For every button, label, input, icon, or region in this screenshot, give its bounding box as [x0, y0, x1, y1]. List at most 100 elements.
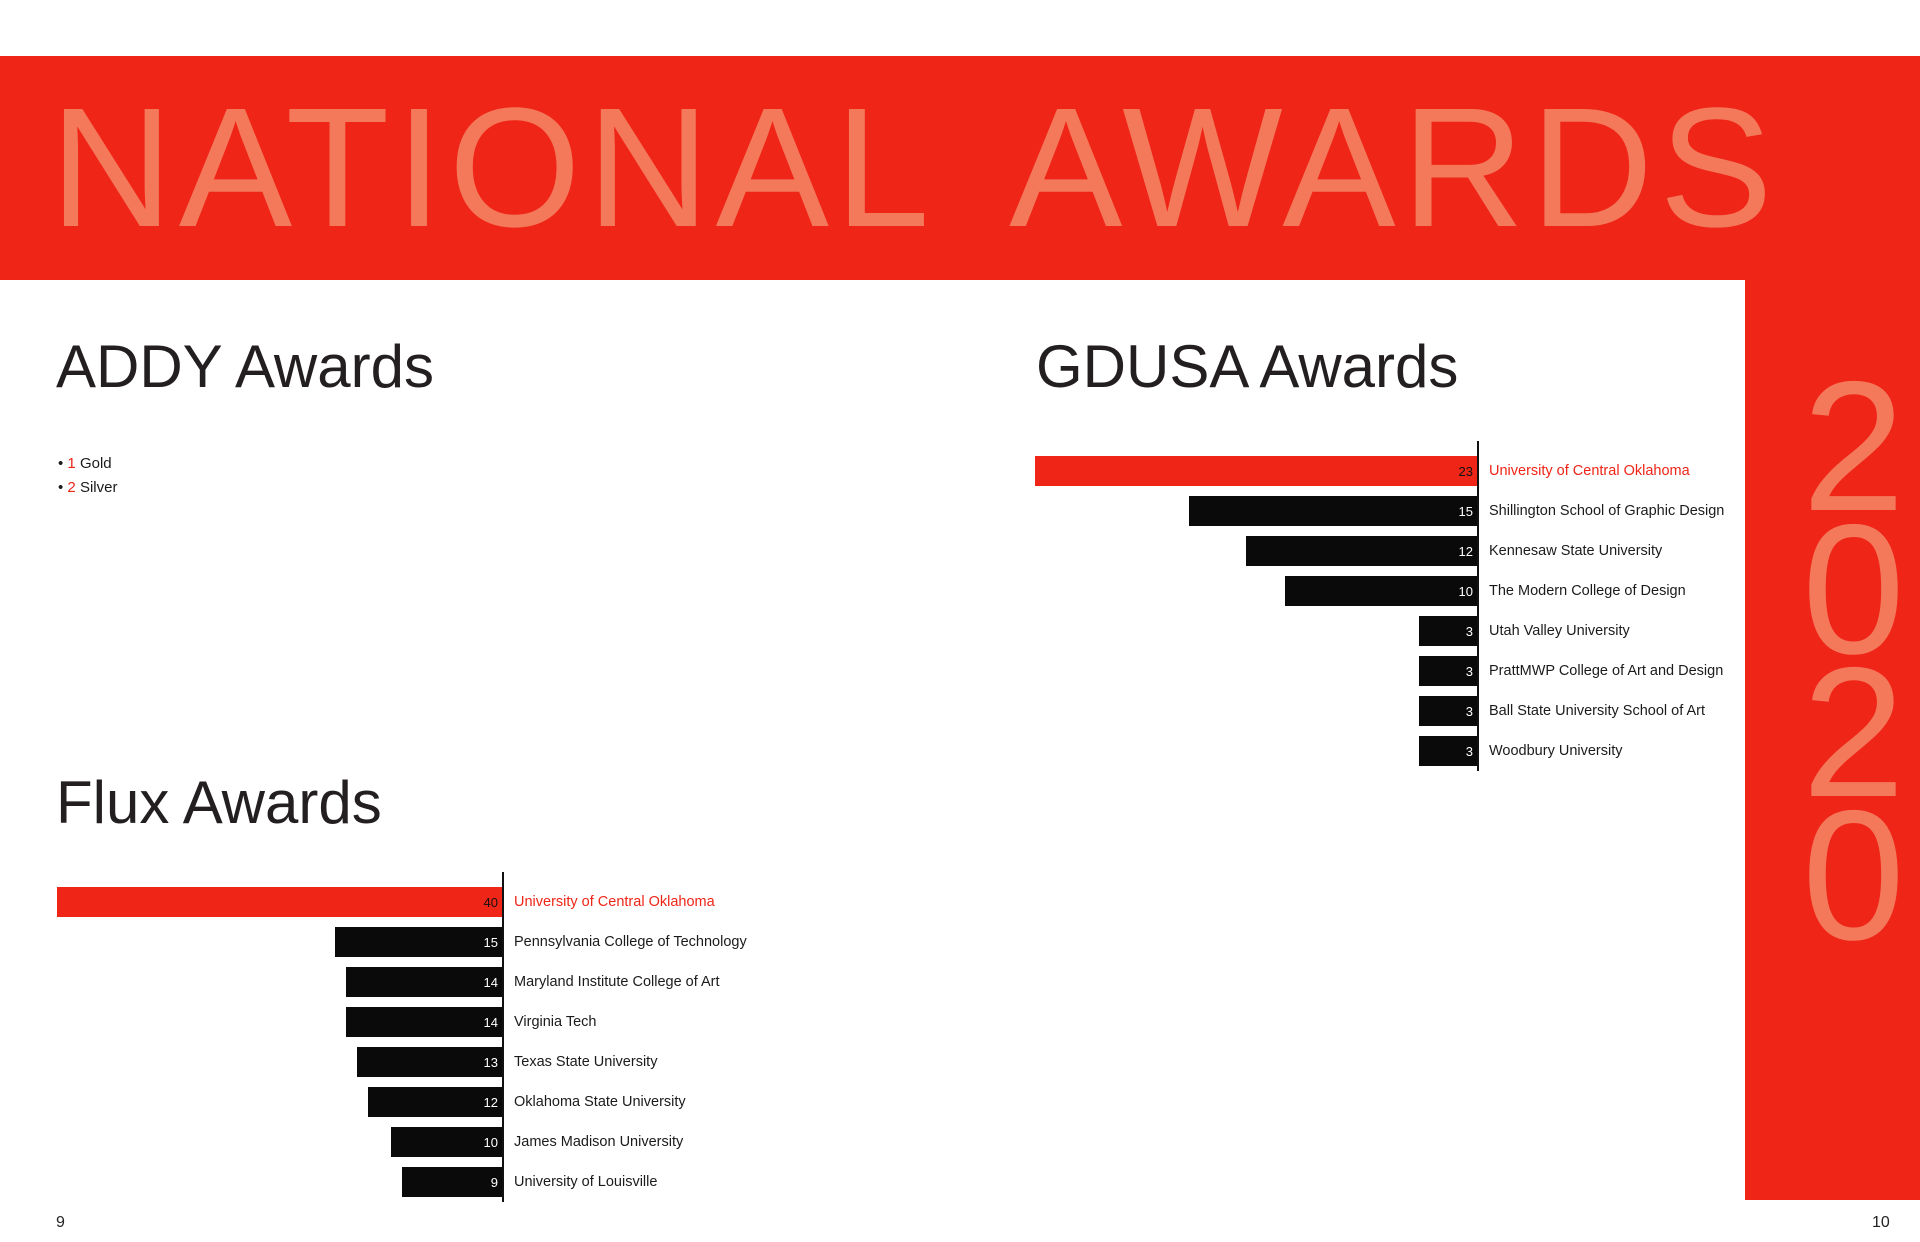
- bar: 14: [346, 967, 502, 997]
- addy-gold-item: 1 Gold: [58, 452, 117, 476]
- bar-value: 12: [483, 1094, 498, 1110]
- chart-row: 13 Texas State University: [57, 1042, 747, 1082]
- bar-label: Texas State University: [514, 1054, 658, 1070]
- bar-value: 10: [1458, 583, 1473, 599]
- bar-value: 3: [1465, 623, 1473, 639]
- bar-area: 14: [57, 1007, 502, 1037]
- bar-label: James Madison University: [514, 1134, 684, 1150]
- chart-row: 3 Woodbury University: [1035, 731, 1724, 771]
- bar-area: 12: [1035, 536, 1477, 566]
- chart-row: 15 Shillington School of Graphic Design: [1035, 491, 1724, 531]
- chart-row: 14 Maryland Institute College of Art: [57, 962, 747, 1002]
- page-number-left: 9: [56, 1214, 65, 1231]
- bar: 23: [1035, 456, 1477, 486]
- bar-value: 3: [1465, 663, 1473, 679]
- bar: 12: [368, 1087, 502, 1117]
- bar-value: 3: [1465, 743, 1473, 759]
- chart-rows: 40 University of Central Oklahoma 15 Pennsy…: [57, 872, 747, 1202]
- chart-row: 12 Kennesaw State University: [1035, 531, 1724, 571]
- year-digit: 2: [1802, 630, 1905, 836]
- bar-label: Pennsylvania College of Technology: [514, 934, 747, 950]
- flux-awards-heading: Flux Awards: [56, 769, 382, 836]
- bar-value: 15: [483, 934, 498, 950]
- bar-label: University of Louisville: [514, 1174, 658, 1190]
- bar-area: 13: [57, 1047, 502, 1077]
- chart-row: 23 University of Central Oklahoma: [1035, 451, 1724, 491]
- chart-row: 40 University of Central Oklahoma: [57, 882, 747, 922]
- silver-count: 2: [67, 479, 76, 496]
- chart-row: 12 Oklahoma State University: [57, 1082, 747, 1122]
- bar: 3: [1419, 616, 1477, 646]
- bar-area: 3: [1035, 736, 1477, 766]
- page-number-right: 10: [1872, 1214, 1890, 1231]
- chart-rows: 23 University of Central Oklahoma 15 Shilli…: [1035, 441, 1724, 771]
- addy-awards-list: 1 Gold 2 Silver: [58, 452, 117, 500]
- bar-value: 3: [1465, 703, 1473, 719]
- bar-area: 12: [57, 1087, 502, 1117]
- bar-area: 23: [1035, 456, 1477, 486]
- chart-row: 3 Ball State University School of Art: [1035, 691, 1724, 731]
- bar-label: Kennesaw State University: [1489, 543, 1663, 559]
- bar: 9: [402, 1167, 502, 1197]
- addy-awards-heading: ADDY Awards: [56, 333, 434, 400]
- bar-area: 3: [1035, 616, 1477, 646]
- bar: 3: [1419, 656, 1477, 686]
- bar-value: 13: [483, 1054, 498, 1070]
- chart-row: 9 University of Louisville: [57, 1162, 747, 1202]
- bar-label: University of Central Oklahoma: [514, 894, 715, 910]
- national-awards-banner: NATIONAL AWARDS: [0, 56, 1920, 280]
- chart-row: 14 Virginia Tech: [57, 1002, 747, 1042]
- bar: 3: [1419, 696, 1477, 726]
- gold-count: 1: [67, 455, 76, 472]
- bar-value: 9: [490, 1174, 498, 1190]
- bar-area: 40: [57, 887, 502, 917]
- bar-label: The Modern College of Design: [1489, 583, 1686, 599]
- bar-value: 10: [483, 1134, 498, 1150]
- chart-row: 10 The Modern College of Design: [1035, 571, 1724, 611]
- bar-area: 3: [1035, 696, 1477, 726]
- year-digit: 2: [1802, 344, 1905, 550]
- bar-label: Virginia Tech: [514, 1014, 597, 1030]
- flux-awards-chart: 40 University of Central Oklahoma 15 Pennsy…: [57, 872, 747, 1202]
- bar-value: 12: [1458, 543, 1473, 559]
- silver-label: Silver: [79, 479, 118, 496]
- bar: 15: [1189, 496, 1477, 526]
- bar-value: 14: [483, 974, 498, 990]
- bar-area: 10: [57, 1127, 502, 1157]
- bar-label: University of Central Oklahoma: [1489, 463, 1690, 479]
- bar: 3: [1419, 736, 1477, 766]
- bar: 12: [1246, 536, 1477, 566]
- bar-value: 23: [1458, 463, 1473, 479]
- bar-value: 40: [483, 894, 498, 910]
- banner-title: NATIONAL AWARDS: [50, 73, 1779, 263]
- bar-value: 15: [1458, 503, 1473, 519]
- bar: 14: [346, 1007, 502, 1037]
- bar-label: Utah Valley University: [1489, 623, 1630, 639]
- bar: 10: [391, 1127, 502, 1157]
- addy-silver-item: 2 Silver: [58, 476, 117, 500]
- bar-label: Ball State University School of Art: [1489, 703, 1705, 719]
- chart-axis: [1477, 441, 1479, 771]
- gdusa-awards-chart: 23 University of Central Oklahoma 15 Shilli…: [1035, 441, 1724, 771]
- bar-area: 10: [1035, 576, 1477, 606]
- chart-axis: [502, 872, 504, 1202]
- year-digit: 0: [1802, 773, 1905, 979]
- bar-area: 15: [57, 927, 502, 957]
- bar-label: Shillington School of Graphic Design: [1489, 503, 1725, 519]
- chart-row: 10 James Madison University: [57, 1122, 747, 1162]
- bar-label: Woodbury University: [1489, 743, 1623, 759]
- bar-label: Maryland Institute College of Art: [514, 974, 720, 990]
- bar: 15: [335, 927, 502, 957]
- bar-value: 14: [483, 1014, 498, 1030]
- gold-label: Gold: [79, 455, 112, 472]
- bar-area: 3: [1035, 656, 1477, 686]
- chart-row: 3 Utah Valley University: [1035, 611, 1724, 651]
- chart-row: 15 Pennsylvania College of Technology: [57, 922, 747, 962]
- bar: 13: [357, 1047, 502, 1077]
- bar-label: PrattMWP College of Art and Design: [1489, 663, 1724, 679]
- bar: 40: [57, 887, 502, 917]
- bar-label: Oklahoma State University: [514, 1094, 686, 1110]
- bar-area: 15: [1035, 496, 1477, 526]
- gdusa-awards-heading: GDUSA Awards: [1036, 333, 1459, 400]
- year-band-2020: 2 0 2 0: [1745, 280, 1920, 1200]
